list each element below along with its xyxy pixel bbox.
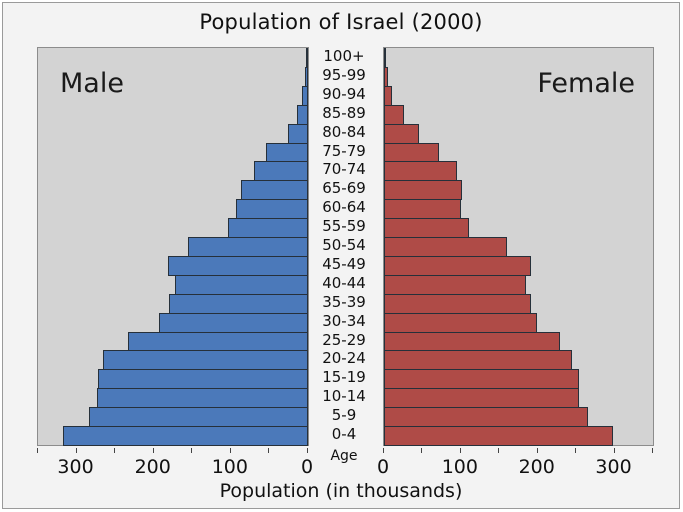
female-bar-15-19: [384, 369, 580, 390]
female-bar-95-99: [384, 66, 388, 87]
female-bar-30-34: [384, 312, 537, 333]
age-label-50-54: 50-54: [322, 236, 366, 255]
female-axis-tick-label: 300: [595, 456, 632, 478]
age-axis-labels: 100+ 95-99 90-94 85-89 80-84 75-79 70-74 65-69 6…: [306, 47, 382, 446]
female-bar-85-89: [384, 104, 404, 125]
female-axis-tick: [459, 448, 461, 453]
male-axis-tick: [37, 448, 38, 453]
female-bar-35-39: [384, 293, 531, 314]
male-axis-tick-label: 0: [300, 456, 314, 478]
male-bar-40-44: [174, 274, 308, 295]
female-bar-55-59: [384, 218, 470, 239]
male-axis-tick: [307, 448, 308, 453]
age-label-55-59: 55-59: [322, 217, 366, 236]
male-bar-70-74: [254, 161, 308, 182]
age-label-0-4: 0-4: [331, 425, 357, 444]
age-axis-title: Age: [330, 448, 358, 464]
male-axis-tick: [268, 448, 270, 453]
female-bar-5-9: [384, 407, 589, 428]
male-bar-5-9: [88, 407, 308, 428]
female-bar-100+: [384, 48, 386, 68]
female-x-axis: 0 100 200 300: [377, 448, 654, 488]
male-axis-tick: [114, 448, 116, 453]
age-label-40-44: 40-44: [322, 273, 366, 292]
age-label-30-34: 30-34: [322, 311, 366, 330]
male-x-axis: 0 100 200 300: [37, 448, 313, 488]
male-bar-35-39: [169, 293, 308, 314]
male-bar-55-59: [227, 218, 308, 239]
age-label-45-49: 45-49: [322, 254, 366, 273]
female-bar-60-64: [384, 199, 461, 220]
male-axis-tick: [229, 448, 231, 453]
female-bar-90-94: [384, 85, 393, 106]
female-bar-65-69: [384, 180, 463, 201]
age-label-95-99: 95-99: [322, 65, 366, 84]
age-label-90-94: 90-94: [322, 84, 366, 103]
age-label-70-74: 70-74: [322, 160, 366, 179]
female-bar-10-14: [384, 388, 580, 409]
age-label-65-69: 65-69: [322, 179, 366, 198]
female-bar-40-44: [384, 274, 527, 295]
male-bar-30-34: [159, 312, 308, 333]
male-series-label: Male: [60, 68, 124, 99]
chart-title: Population of Israel (2000): [199, 10, 483, 34]
age-label-80-84: 80-84: [322, 122, 366, 141]
age-label-100+: 100+: [323, 47, 365, 65]
age-label-85-89: 85-89: [322, 103, 366, 122]
male-bar-50-54: [188, 237, 308, 257]
male-bar-75-79: [266, 142, 308, 163]
age-label-75-79: 75-79: [322, 141, 366, 160]
female-axis-tick: [652, 448, 653, 453]
male-axis-tick: [152, 448, 154, 453]
female-axis-tick: [613, 448, 615, 453]
age-label-5-9: 5-9: [331, 406, 357, 425]
age-label-20-24: 20-24: [322, 349, 366, 368]
age-label-15-19: 15-19: [322, 368, 366, 387]
female-axis-tick: [383, 448, 384, 453]
female-axis-tick-label: 200: [518, 456, 555, 478]
male-axis-tick: [75, 448, 77, 453]
age-label-60-64: 60-64: [322, 198, 366, 217]
female-bar-50-54: [384, 237, 507, 257]
female-axis-tick: [498, 448, 500, 453]
male-axis-tick: [191, 448, 193, 453]
male-bar-45-49: [168, 255, 308, 276]
female-bar-20-24: [384, 350, 573, 371]
age-label-35-39: 35-39: [322, 292, 366, 311]
female-bar-75-79: [384, 142, 439, 163]
female-axis-tick: [536, 448, 538, 453]
male-bar-15-19: [98, 369, 308, 390]
male-bar-0-4: [62, 426, 308, 446]
female-bar-45-49: [384, 255, 531, 276]
female-bar-80-84: [384, 123, 419, 144]
female-bar-25-29: [384, 331, 560, 352]
female-panel: Female: [383, 47, 654, 446]
female-axis-tick-label: 0: [376, 456, 390, 478]
male-bar-10-14: [96, 388, 308, 409]
female-bar-70-74: [384, 161, 457, 182]
male-bar-80-84: [287, 123, 308, 144]
female-axis-tick: [575, 448, 577, 453]
male-axis-tick-label: 100: [211, 456, 248, 478]
male-axis-tick-label: 300: [57, 456, 94, 478]
female-bar-0-4: [384, 426, 614, 446]
male-axis-tick-label: 200: [134, 456, 171, 478]
male-bar-25-29: [127, 331, 308, 352]
female-series-label: Female: [537, 68, 635, 99]
female-axis-tick: [421, 448, 423, 453]
age-label-25-29: 25-29: [322, 330, 366, 349]
female-axis-tick-label: 100: [441, 456, 478, 478]
male-bar-60-64: [235, 199, 308, 220]
male-bar-65-69: [240, 180, 308, 201]
male-bar-20-24: [102, 350, 308, 371]
age-label-10-14: 10-14: [322, 387, 366, 406]
male-panel: Male: [37, 47, 309, 446]
x-axis-title: Population (in thousands): [219, 480, 463, 502]
